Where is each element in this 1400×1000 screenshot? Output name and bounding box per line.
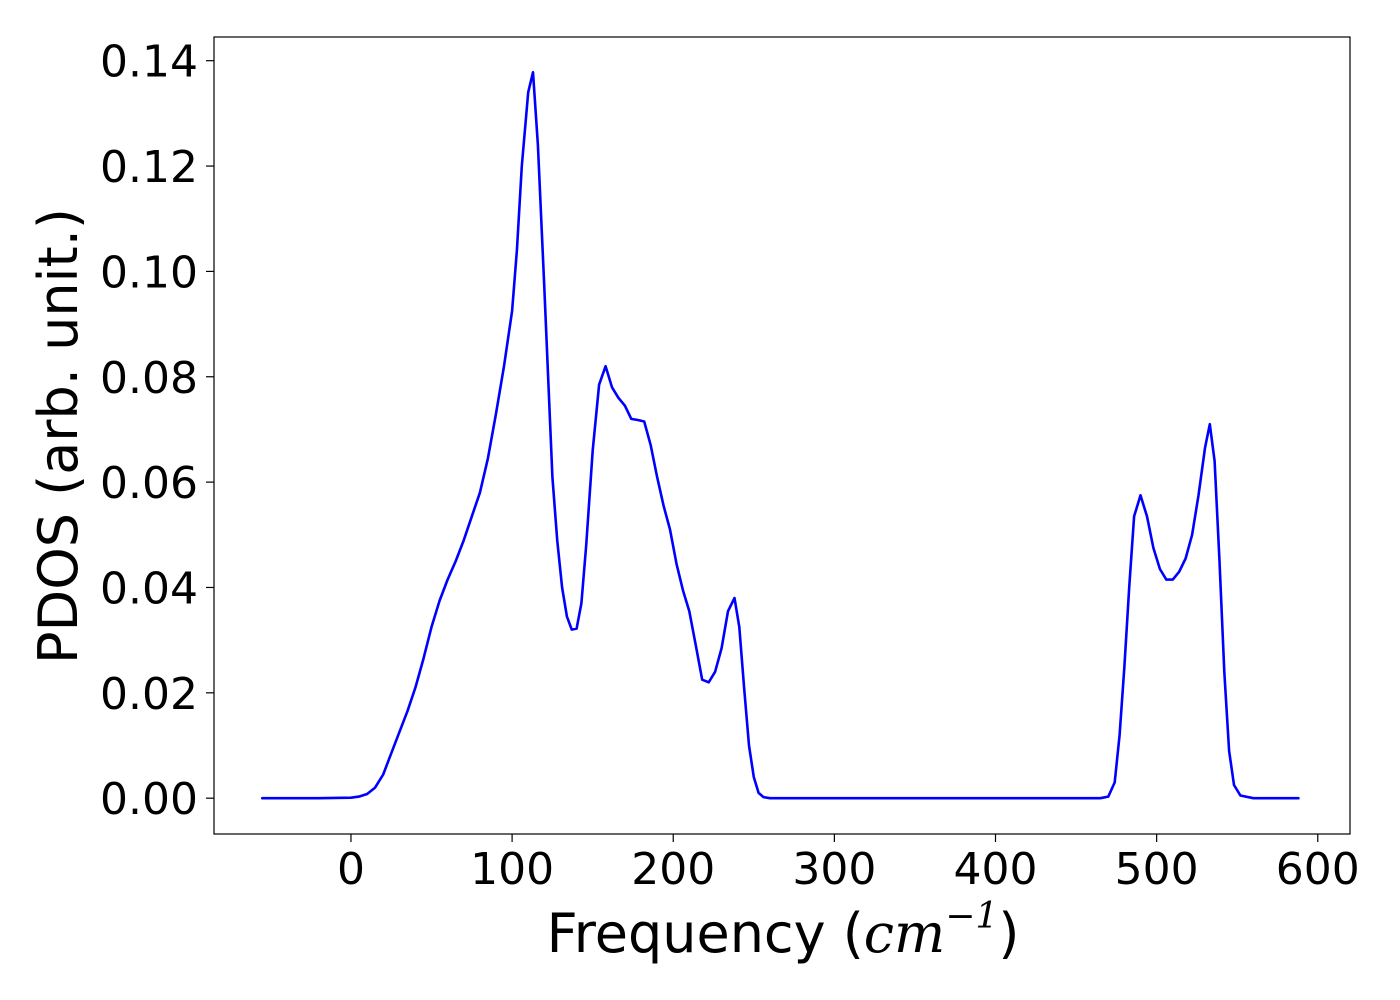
pdos-line [261,71,1300,800]
x-tick-label-300: 300 [792,844,876,895]
x-axis-label-unit: cm [864,902,945,965]
y-tick-label-0.06: 0.06 [100,458,198,509]
x-tick-label-500: 500 [1115,844,1199,895]
x-axis-label-suffix: ) [998,902,1019,965]
x-tick-label-0: 0 [337,844,365,895]
x-tick-label-100: 100 [470,844,554,895]
axis-tick-labels: 0 100 200 300 400 500 600 0.00 0.02 0.04 0.06 0.08 0… [100,37,1360,895]
y-tick-label-0.00: 0.00 [100,774,198,825]
x-tick-label-400: 400 [954,844,1038,895]
y-tick-label-0.04: 0.04 [100,563,198,614]
x-axis-label-exponent: −1 [945,896,998,937]
y-tick-label-0.14: 0.14 [100,37,198,88]
y-tick-label-0.08: 0.08 [100,353,198,404]
y-tick-label-0.02: 0.02 [100,669,198,720]
y-axis-label: PDOS (arb. unit.) [27,208,90,664]
axis-ticks [206,60,1319,842]
x-axis-label: Frequency (cm−1) [547,896,1020,965]
x-axis-label-prefix: Frequency ( [547,902,864,965]
x-tick-label-200: 200 [631,844,715,895]
plot-frame [213,36,1351,835]
y-tick-label-0.12: 0.12 [100,142,198,193]
y-tick-label-0.10: 0.10 [100,247,198,298]
x-tick-label-600: 600 [1276,844,1360,895]
